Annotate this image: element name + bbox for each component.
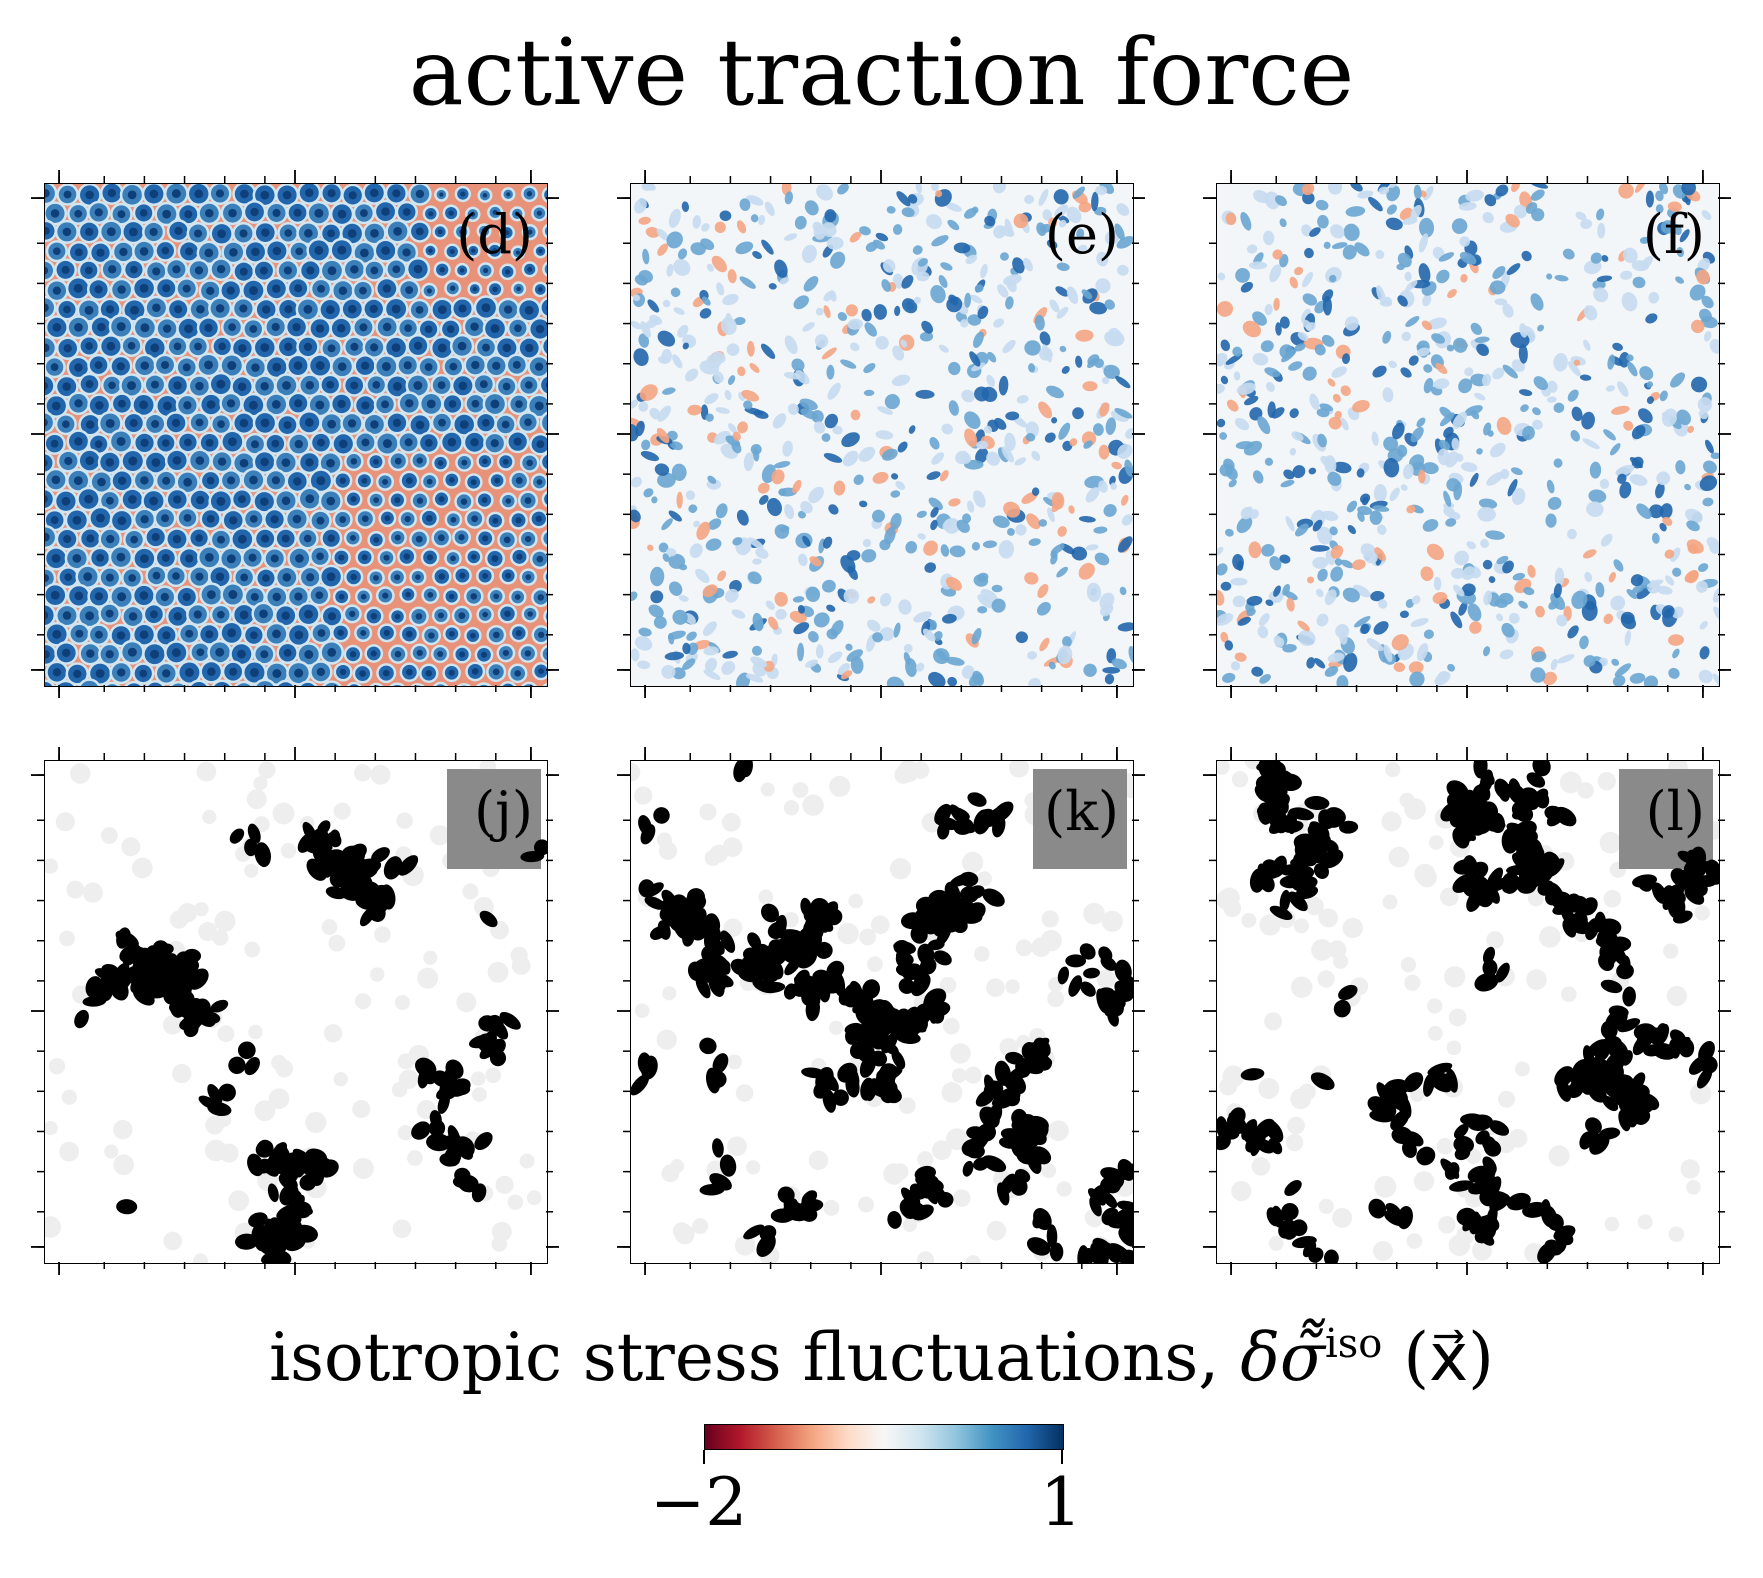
colorbar-tick-min [703,1450,705,1464]
figure-title: active traction force [408,19,1355,126]
stress-texture [45,184,547,686]
stress-texture [1217,184,1719,686]
panel-k-cluster-map: (k) [630,760,1134,1264]
panel-l-cluster-map: (l) [1216,760,1720,1264]
cluster-texture [1217,761,1719,1263]
colorbar-label: isotropic stress fluctuations, [269,1319,1220,1396]
colorbar-min-label: −2 [650,1464,748,1541]
cluster-texture [45,761,547,1263]
panel-e-stress-map: (e) [630,183,1134,687]
panel-label: (l) [1645,780,1705,843]
colorbar-superscript: iso [1324,1321,1383,1367]
colorbar [704,1424,1064,1450]
colorbar-max-label: 1 [1040,1464,1082,1541]
panel-j-cluster-map: (j) [44,760,548,1264]
cluster-texture [631,761,1133,1263]
panel-label: (f) [1642,203,1705,266]
colorbar-argument: (x⃗) [1403,1319,1494,1396]
colorbar-tick-max [1061,1450,1063,1464]
panel-label: (k) [1044,780,1119,843]
colorbar-title: isotropic stress fluctuations, δσ̃̃iso (… [0,1318,1763,1397]
panel-label: (e) [1044,203,1119,266]
colorbar-symbol: δσ̃̃ [1240,1319,1325,1396]
panel-label: (j) [474,780,533,843]
panel-d-stress-map: (d) [44,183,548,687]
panel-label: (d) [456,203,533,266]
panel-f-stress-map: (f) [1216,183,1720,687]
stress-texture [631,184,1133,686]
